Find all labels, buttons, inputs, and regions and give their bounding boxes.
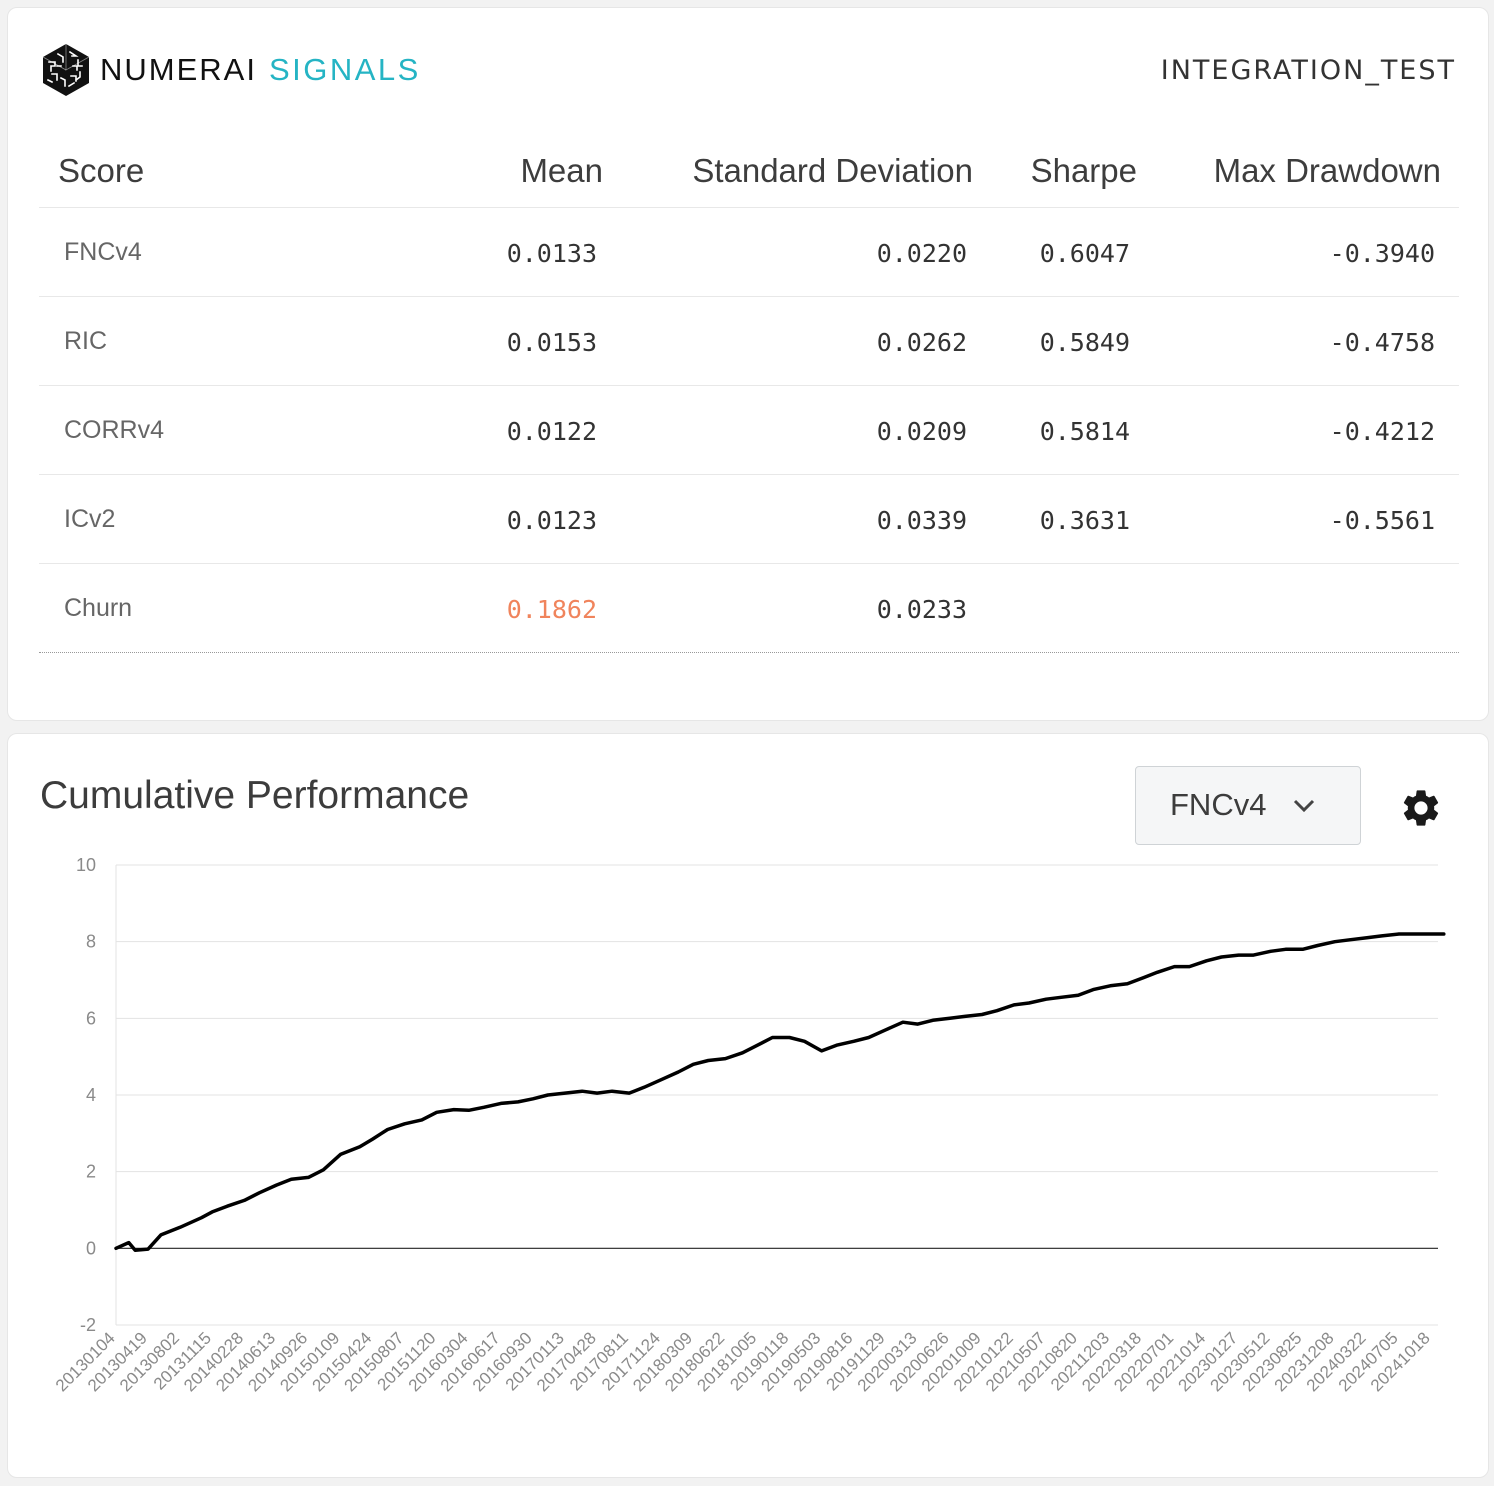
numerai-cube-logo-icon (42, 44, 90, 96)
std-value: 0.0339 (876, 506, 967, 535)
model-name[interactable]: INTEGRATION_TEST (1160, 55, 1456, 86)
table-row: CORRv4 0.0122 0.0209 0.5814 -0.4212 (39, 386, 1459, 475)
gear-icon[interactable] (1399, 786, 1443, 830)
brand-numerai: NUMERAI (100, 52, 257, 87)
std-value: 0.0262 (876, 328, 967, 357)
y-tick-label: 2 (86, 1162, 96, 1182)
max-drawdown-value: -0.4212 (1329, 417, 1435, 446)
performance-card: Cumulative Performance FNCv4 -2 0 2 4 6 8 10 20… (7, 733, 1489, 1478)
std-value: 0.0233 (876, 595, 967, 624)
chart-title: Cumulative Performance (40, 774, 470, 817)
row-label: ICv2 (64, 505, 116, 533)
table-row: Churn 0.1862 0.0233 (39, 564, 1459, 653)
row-label: RIC (64, 327, 108, 355)
sharpe-value: 0.6047 (1039, 239, 1130, 268)
table-header: Score Mean Standard Deviation Sharpe Max… (39, 120, 1459, 208)
y-tick-label: 4 (86, 1085, 96, 1105)
y-tick-label: -2 (80, 1315, 96, 1335)
scores-card: NUMERAI SIGNALS INTEGRATION_TEST Score M… (7, 7, 1489, 721)
table-row: FNCv4 0.0133 0.0220 0.6047 -0.3940 (39, 208, 1459, 297)
cumulative-performance-chart: -202468102013010420130419201308022013111… (52, 855, 1446, 1395)
row-label: Churn (64, 594, 133, 622)
header-max-drawdown: Max Drawdown (1213, 152, 1441, 189)
table-row: RIC 0.0153 0.0262 0.5849 -0.4758 (39, 297, 1459, 386)
y-tick-label: 6 (86, 1008, 96, 1028)
mean-value: 0.0153 (506, 328, 597, 357)
y-tick-label: 10 (76, 855, 96, 875)
y-tick-label: 0 (86, 1238, 96, 1258)
header-score: Score (58, 152, 145, 189)
mean-value: 0.0123 (506, 506, 597, 535)
mean-value: 0.0122 (506, 417, 597, 446)
score-table: Score Mean Standard Deviation Sharpe Max… (39, 120, 1459, 653)
header-std: Standard Deviation (692, 152, 973, 189)
y-tick-label: 8 (86, 932, 96, 952)
std-value: 0.0220 (876, 239, 967, 268)
row-label: CORRv4 (64, 416, 165, 444)
chevron-down-icon (1293, 799, 1315, 813)
max-drawdown-value: -0.3940 (1329, 239, 1435, 268)
mean-value-highlight: 0.1862 (506, 595, 597, 624)
mean-value: 0.0133 (506, 239, 597, 268)
max-drawdown-value: -0.5561 (1329, 506, 1435, 535)
brand-signals: SIGNALS (268, 52, 421, 87)
header-sharpe: Sharpe (1030, 152, 1137, 189)
header-mean: Mean (520, 152, 603, 189)
brand[interactable]: NUMERAI SIGNALS (40, 42, 421, 98)
std-value: 0.0209 (876, 417, 967, 446)
table-row: ICv2 0.0123 0.0339 0.3631 -0.5561 (39, 475, 1459, 564)
max-drawdown-value: -0.4758 (1329, 328, 1435, 357)
sharpe-value: 0.3631 (1039, 506, 1130, 535)
metric-select[interactable]: FNCv4 (1135, 766, 1361, 845)
row-label: FNCv4 (64, 238, 142, 266)
sharpe-value: 0.5849 (1039, 328, 1130, 357)
sharpe-value: 0.5814 (1039, 417, 1130, 446)
series-line (114, 932, 1446, 1253)
metric-select-value: FNCv4 (1170, 787, 1267, 822)
